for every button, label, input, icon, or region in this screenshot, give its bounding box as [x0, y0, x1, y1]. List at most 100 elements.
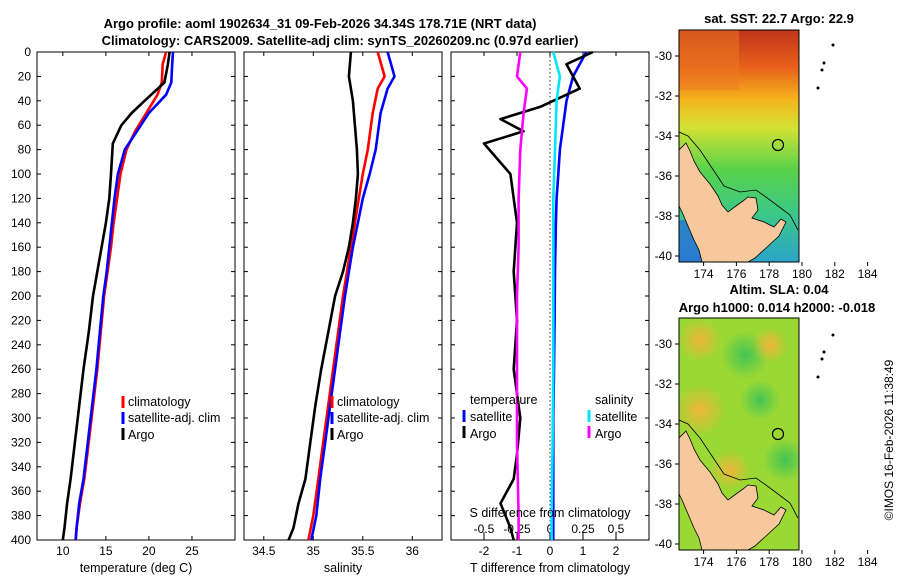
series-satellite-adj-clim-line: [310, 51, 396, 541]
difference-legend: temperature satellite Argo salinity sate…: [462, 393, 637, 441]
salinity-difference-x-axis: -0.5 -0.25 0 0.25 0.5: [474, 522, 625, 536]
sla-high-blob: [752, 327, 788, 363]
track-point: [822, 61, 826, 65]
depth-tick-label: 400: [11, 533, 31, 547]
map-lat-label: -32: [655, 89, 673, 103]
bathymetry-contour: [679, 419, 799, 519]
series-temperature-argo-line: [482, 50, 594, 541]
depth-tick-label: 280: [11, 387, 31, 401]
depth-tick-label: 200: [11, 289, 31, 303]
x-tick-label: 34.5: [252, 544, 276, 558]
sla-low-blob: [763, 438, 799, 482]
x-tick-label: 15: [99, 544, 113, 558]
salinity-axis-label: salinity: [324, 561, 363, 575]
map-lat-label: -34: [655, 417, 673, 431]
track-point: [822, 350, 826, 354]
series-argo-line: [287, 51, 360, 541]
x-tick-label: 0: [547, 544, 554, 558]
map-lat-label: -30: [655, 337, 673, 351]
depth-tick-label: 220: [11, 313, 31, 327]
salinity-x-axis: 34.5 35 35.5 36: [252, 52, 419, 558]
sla-float-track: [816, 333, 835, 379]
map-lon-label: 178: [759, 267, 779, 281]
t-difference-axis-label: T difference from climatology: [470, 561, 631, 575]
figure-title-line2: Climatology: CARS2009. Satellite-adj cli…: [102, 33, 579, 48]
series-salinity-satellite-line: [550, 51, 562, 540]
series-satellite-adj-clim-line: [74, 51, 175, 541]
depth-tick-label: 320: [11, 435, 31, 449]
depth-tick-label: 340: [11, 460, 31, 474]
depth-tick-label: 360: [11, 484, 31, 498]
difference-x-axis: -2 -1 0 1 2: [479, 52, 620, 558]
x-tick-label: 35.5: [351, 544, 375, 558]
x-tick-label: 35: [307, 544, 321, 558]
map-lon-label: 184: [858, 555, 878, 569]
legend-satellite-label: satellite-adj. clim: [128, 411, 220, 425]
sst-map-axes: 174 176 178 180 182 184 -30 -32 -34 -36 -38 -40: [655, 49, 878, 281]
legend-salinity-heading: salinity: [595, 393, 634, 407]
track-point: [816, 375, 820, 379]
map-lon-label: 180: [792, 267, 812, 281]
sst-float-track: [816, 43, 835, 90]
x-tick-label: 10: [56, 544, 70, 558]
x-tick-label: 36: [406, 544, 420, 558]
depth-tick-label: 120: [11, 191, 31, 205]
temperature-x-axis: 10 15 20 25: [56, 52, 199, 558]
map-lat-label: -36: [655, 169, 673, 183]
x-tick-label: -2: [479, 544, 490, 558]
series-argo-line: [61, 51, 171, 541]
profile-lines: [61, 50, 594, 541]
sla-map-frame: [678, 317, 800, 551]
map-lat-label: -38: [655, 209, 673, 223]
depth-tick-label: 0: [24, 45, 31, 59]
depth-tick-label: 300: [11, 411, 31, 425]
legend-argo-label: Argo: [128, 428, 154, 442]
x-tick-label: -1: [512, 544, 523, 558]
depth-tick-label: 40: [18, 94, 32, 108]
map-lon-label: 178: [759, 555, 779, 569]
map-lat-label: -38: [655, 497, 673, 511]
new-zealand-land: [679, 142, 787, 262]
map-lat-label: -40: [655, 537, 673, 551]
temperature-axis-label: temperature (deg C): [80, 561, 193, 575]
depth-tick-label: 20: [18, 69, 32, 83]
sla-argo-position-marker: [771, 427, 785, 441]
sla-map-title-line2: Argo h1000: 0.014 h2000: -0.018: [679, 300, 876, 315]
s-diff-tick-label: 0.5: [608, 522, 625, 536]
sla-map-axes: 174 176 178 180 182 184 -30 -32 -34 -36 -38 -40: [655, 337, 878, 569]
bathymetry-contour: [679, 131, 799, 231]
map-lat-label: -36: [655, 457, 673, 471]
track-point: [820, 68, 824, 72]
figure-title-line1: Argo profile: aoml 1902634_31 09-Feb-202…: [104, 16, 537, 31]
sst-warm-patch: [679, 30, 739, 90]
map-lat-label: -32: [655, 377, 673, 391]
new-zealand-land: [679, 430, 787, 550]
depth-tick-label: 140: [11, 216, 31, 230]
map-lon-label: 176: [726, 267, 746, 281]
temperature-panel-frame: [36, 51, 236, 541]
depth-tick-label: 80: [18, 143, 32, 157]
sla-high-blob: [679, 384, 726, 436]
track-point: [831, 43, 835, 47]
legend-satellite-label: satellite-adj. clim: [337, 411, 429, 425]
depth-tick-label: 160: [11, 240, 31, 254]
sst-map-frame: [678, 29, 800, 263]
s-diff-tick-label: 0.25: [571, 522, 595, 536]
depth-tick-label: 380: [11, 509, 31, 523]
map-lat-label: -40: [655, 249, 673, 263]
map-lat-label: -30: [655, 49, 673, 63]
sst-map-title: sat. SST: 22.7 Argo: 22.9: [704, 11, 854, 26]
legend-argo-label: Argo: [337, 428, 363, 442]
sla-map-title-line1: Altim. SLA: 0.04: [730, 282, 830, 297]
legend-climatology-label: climatology: [128, 395, 191, 409]
depth-tick-label: 240: [11, 338, 31, 352]
map-lon-label: 182: [825, 555, 845, 569]
s-diff-tick-label: -0.5: [474, 522, 495, 536]
x-tick-label: 25: [185, 544, 199, 558]
depth-tick-label: 180: [11, 265, 31, 279]
map-lon-label: 174: [694, 267, 714, 281]
salinity-legend: climatology satellite-adj. clim Argo: [330, 395, 429, 442]
map-lon-label: 174: [694, 555, 714, 569]
legend-climatology-label: climatology: [337, 395, 400, 409]
